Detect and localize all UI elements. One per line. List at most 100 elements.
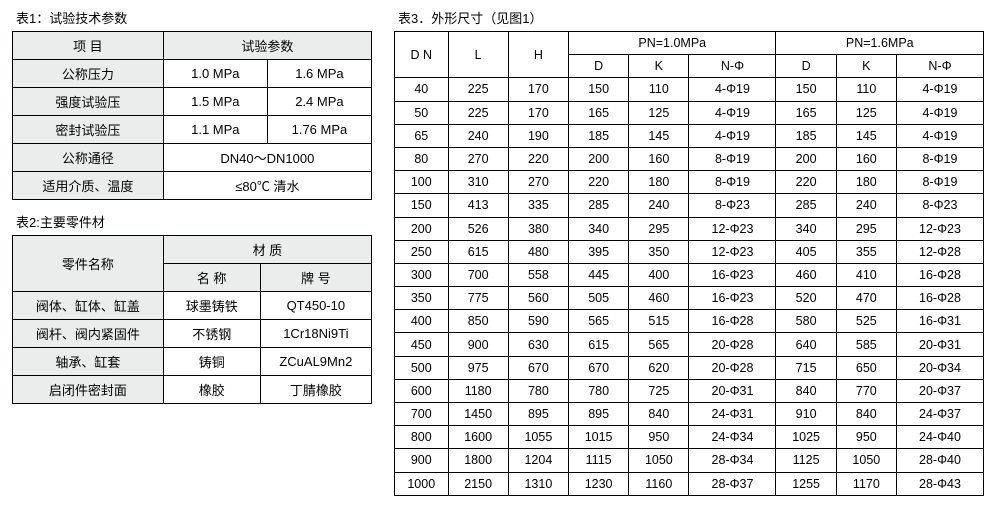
t3-cell-k2: 355 (836, 240, 896, 263)
t3-h-dn: D N (395, 32, 449, 78)
t3-cell-k1: 145 (629, 124, 689, 147)
t3-cell-k1: 1050 (629, 449, 689, 472)
t1-header-param: 试验参数 (163, 32, 371, 60)
table-row: 1504133352852408-Φ232852408-Φ23 (395, 194, 984, 217)
t3-cell-d1: 615 (569, 333, 629, 356)
t3-cell-k1: 620 (629, 356, 689, 379)
t3-cell-d1: 565 (569, 310, 629, 333)
t3-cell-n1: 28-Φ34 (689, 449, 776, 472)
t3-cell-n1: 24-Φ34 (689, 426, 776, 449)
t3-h-k1: K (629, 55, 689, 78)
t3-cell-dn: 300 (395, 263, 449, 286)
t3-cell-d2: 285 (776, 194, 836, 217)
t3-cell-n1: 12-Φ23 (689, 240, 776, 263)
left-column: 表1：试验技术参数 项 目 试验参数 公称压力 1.0 MPa 1.6 MPa … (12, 8, 372, 404)
t3-cell-l: 310 (448, 171, 508, 194)
t3-cell-n1: 24-Φ31 (689, 403, 776, 426)
t2-r3-grade: ZCuAL9Mn2 (260, 348, 371, 376)
t3-cell-l: 900 (448, 333, 508, 356)
t3-cell-d1: 670 (569, 356, 629, 379)
t3-cell-h: 558 (508, 263, 568, 286)
t3-cell-k1: 515 (629, 310, 689, 333)
t1-r3-v2: 1.76 MPa (267, 116, 371, 144)
t3-cell-n2: 24-Φ40 (896, 426, 983, 449)
t3-cell-l: 2150 (448, 472, 508, 495)
t2-r4-grade: 丁腈橡胶 (260, 376, 371, 404)
t3-cell-dn: 65 (395, 124, 449, 147)
t3-cell-n2: 4-Φ19 (896, 78, 983, 101)
t3-cell-l: 1800 (448, 449, 508, 472)
t3-cell-n1: 16-Φ23 (689, 287, 776, 310)
t3-cell-l: 225 (448, 78, 508, 101)
t3-cell-n2: 20-Φ34 (896, 356, 983, 379)
t3-cell-d1: 895 (569, 403, 629, 426)
t3-cell-k1: 160 (629, 147, 689, 170)
t2-r2-name: 不锈钢 (163, 320, 260, 348)
t3-cell-h: 335 (508, 194, 568, 217)
t3-cell-k1: 460 (629, 287, 689, 310)
table3-body: 402251701501104-Φ191501104-Φ195022517016… (395, 78, 984, 495)
t1-r2-v1: 1.5 MPa (163, 88, 267, 116)
t3-cell-dn: 250 (395, 240, 449, 263)
table-row: 700145089589584024-Φ3191084024-Φ37 (395, 403, 984, 426)
table-row: 40085059056551516-Φ2858052516-Φ31 (395, 310, 984, 333)
t3-cell-k2: 1050 (836, 449, 896, 472)
t3-h-k2: K (836, 55, 896, 78)
t3-cell-dn: 50 (395, 101, 449, 124)
t3-cell-n2: 12-Φ28 (896, 240, 983, 263)
t3-cell-l: 526 (448, 217, 508, 240)
t3-cell-k2: 840 (836, 403, 896, 426)
t1-r1-v2: 1.6 MPa (267, 60, 371, 88)
t3-cell-k1: 295 (629, 217, 689, 240)
t3-cell-k2: 525 (836, 310, 896, 333)
t3-cell-l: 413 (448, 194, 508, 217)
t3-cell-h: 630 (508, 333, 568, 356)
t3-cell-d2: 220 (776, 171, 836, 194)
t3-cell-l: 975 (448, 356, 508, 379)
t3-cell-h: 1204 (508, 449, 568, 472)
t2-r2-grade: 1Cr18Ni9Ti (260, 320, 371, 348)
t3-cell-n1: 4-Φ19 (689, 124, 776, 147)
t3-cell-n1: 16-Φ28 (689, 310, 776, 333)
t3-cell-n2: 8-Φ23 (896, 194, 983, 217)
t3-h-d1: D (569, 55, 629, 78)
t3-cell-dn: 900 (395, 449, 449, 472)
t3-cell-dn: 700 (395, 403, 449, 426)
t2-r3-name: 铸铜 (163, 348, 260, 376)
table-row: 402251701501104-Φ191501104-Φ19 (395, 78, 984, 101)
t2-r2-part: 阀杆、阀内紧固件 (13, 320, 164, 348)
table-row: 20052638034029512-Φ2334029512-Φ23 (395, 217, 984, 240)
table-row: 80016001055101595024-Φ34102595024-Φ40 (395, 426, 984, 449)
t3-cell-dn: 200 (395, 217, 449, 240)
t3-cell-d2: 840 (776, 379, 836, 402)
t3-cell-d2: 715 (776, 356, 836, 379)
t3-cell-dn: 500 (395, 356, 449, 379)
t3-cell-h: 220 (508, 147, 568, 170)
t3-cell-n2: 16-Φ28 (896, 263, 983, 286)
t3-cell-k2: 180 (836, 171, 896, 194)
t3-cell-l: 775 (448, 287, 508, 310)
t3-cell-n1: 20-Φ28 (689, 333, 776, 356)
table-row: 502251701651254-Φ191651254-Φ19 (395, 101, 984, 124)
t3-cell-h: 895 (508, 403, 568, 426)
t3-cell-n1: 8-Φ19 (689, 171, 776, 194)
t3-cell-d1: 780 (569, 379, 629, 402)
t3-cell-n1: 20-Φ28 (689, 356, 776, 379)
t3-cell-n1: 16-Φ23 (689, 263, 776, 286)
t3-cell-k2: 410 (836, 263, 896, 286)
t3-cell-h: 560 (508, 287, 568, 310)
table1-title: 表1：试验技术参数 (12, 8, 372, 27)
t3-cell-n2: 4-Φ19 (896, 101, 983, 124)
page-container: 表1：试验技术参数 项 目 试验参数 公称压力 1.0 MPa 1.6 MPa … (12, 8, 984, 496)
t3-cell-l: 700 (448, 263, 508, 286)
t3-cell-n2: 28-Φ43 (896, 472, 983, 495)
t3-cell-k1: 180 (629, 171, 689, 194)
table-row: 802702202001608-Φ192001608-Φ19 (395, 147, 984, 170)
t3-cell-k1: 240 (629, 194, 689, 217)
t2-r4-name: 橡胶 (163, 376, 260, 404)
t3-cell-k2: 125 (836, 101, 896, 124)
t1-r3-v1: 1.1 MPa (163, 116, 267, 144)
t3-h-pn10: PN=1.0MPa (569, 32, 776, 55)
t3-cell-l: 225 (448, 101, 508, 124)
t3-cell-d2: 580 (776, 310, 836, 333)
